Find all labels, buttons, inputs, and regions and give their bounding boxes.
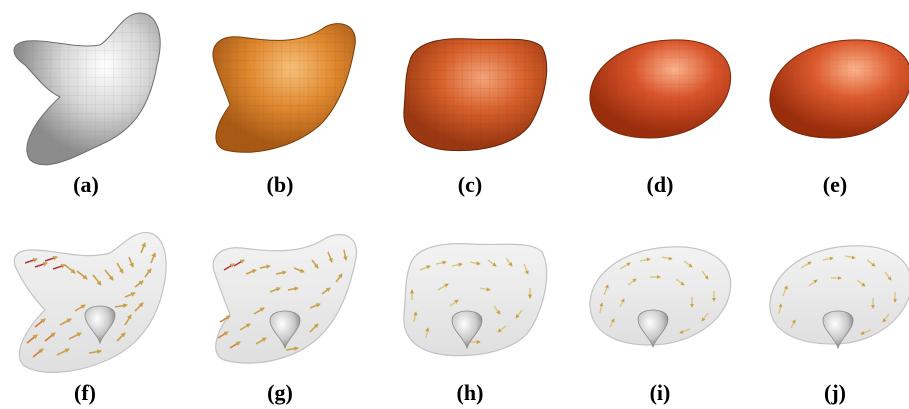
panel-f-vector-field <box>5 215 180 380</box>
vector-arrows-f <box>24 242 156 358</box>
vector-arrows-g <box>217 249 348 351</box>
panel-c-surface <box>390 25 555 160</box>
panel-g-vector-field <box>200 222 370 372</box>
cone-glyph-i <box>637 309 669 349</box>
caption-g: (g) <box>267 380 293 405</box>
panel-d-surface <box>580 30 740 150</box>
caption-f: (f) <box>74 380 96 405</box>
vector-arrows-h <box>409 257 533 345</box>
glass-shape-j <box>769 245 909 345</box>
cone-glyph-j <box>822 310 854 350</box>
panel-i-vector-field <box>580 235 740 360</box>
caption-a: (a) <box>73 172 99 197</box>
glass-shape-h <box>403 243 548 357</box>
caption-h: (h) <box>456 380 484 405</box>
panel-e-surface <box>765 32 909 150</box>
cone-glyph-g <box>269 310 301 350</box>
glass-shape-i <box>589 246 732 346</box>
panel-b-surface <box>200 15 370 165</box>
vector-arrows-i <box>599 256 716 334</box>
cone-glyph-f <box>84 305 116 345</box>
panel-j-vector-field <box>765 238 909 358</box>
panel-a-surface <box>5 5 180 175</box>
caption-j: (j) <box>824 380 846 405</box>
cone-glyph-h <box>451 310 483 350</box>
caption-i: (i) <box>649 380 671 405</box>
caption-b: (b) <box>266 172 294 197</box>
glass-shape-g <box>212 234 358 364</box>
panel-h-vector-field <box>390 230 555 365</box>
caption-c: (c) <box>457 172 483 197</box>
caption-d: (d) <box>646 172 674 197</box>
caption-e: (e) <box>822 172 848 197</box>
glass-shape-f <box>13 231 167 373</box>
vector-arrows-j <box>778 255 897 335</box>
